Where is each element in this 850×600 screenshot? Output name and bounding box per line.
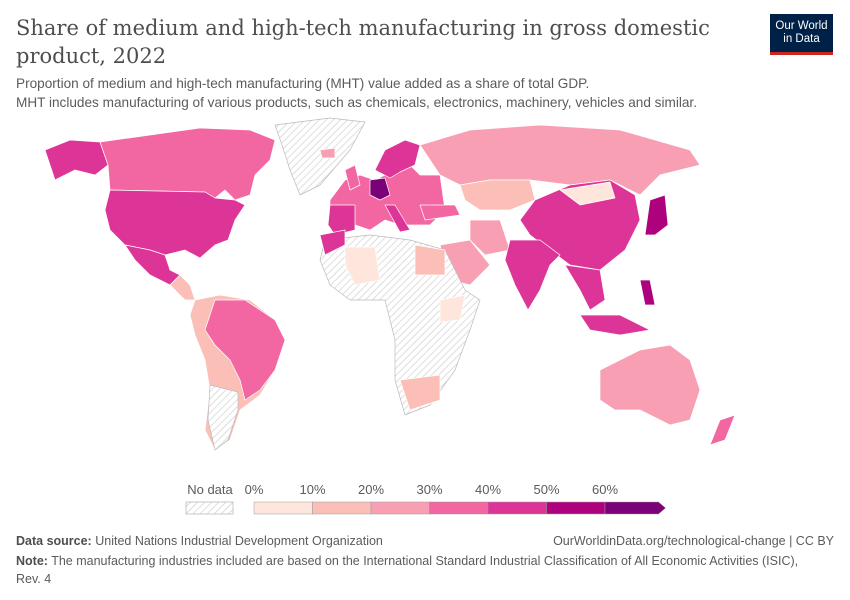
country-kazakhstan[interactable] [459,179,536,211]
legend: No data 0% 10% 20% 30% 40% 50% 60% [0,480,850,520]
legend-bin[interactable] [604,501,666,515]
legend-bin[interactable] [429,501,489,515]
country-central-america[interactable] [169,274,196,301]
country-philippines[interactable] [639,279,656,306]
legend-tick-label: 60% [591,482,619,497]
legend-no-data-label: No data [187,482,233,497]
legend-bin[interactable] [253,501,313,515]
logo-text: Our World [775,20,828,32]
country-east-africa[interactable] [439,294,466,323]
note-label: Note: [16,554,48,568]
source-label: Data source: [16,534,92,548]
legend-tick-label: 30% [416,482,443,497]
legend-bar [185,501,666,515]
legend-no-data-swatch[interactable] [185,501,234,515]
legend-tick-label: 50% [533,482,560,497]
legend-tick-label: 20% [357,482,385,497]
subtitle-line: MHT includes manufacturing of various pr… [16,95,697,110]
owid-logo[interactable]: Our World in Data [770,14,833,55]
world-map[interactable] [0,110,850,470]
country-south-africa[interactable] [399,374,441,411]
footer: Data source: United Nations Industrial D… [16,532,834,586]
country-greenland[interactable] [274,117,366,196]
chart-subtitle: Proportion of medium and high-tech manuf… [16,74,697,112]
country-alaska[interactable] [44,139,109,181]
country-united-kingdom[interactable] [344,164,361,191]
country-argentina[interactable] [207,384,239,451]
legend-tick-label: 10% [299,482,326,497]
country-germany[interactable] [369,177,391,201]
country-turkey[interactable] [419,204,461,221]
country-new-zealand[interactable] [709,414,736,446]
country-mongolia[interactable] [559,181,616,206]
country-india[interactable] [504,239,561,311]
source-text: United Nations Industrial Development Or… [95,534,383,548]
country-japan[interactable] [644,194,669,236]
country-canada[interactable] [99,127,276,201]
logo-text: in Data [783,33,820,45]
legend-bin[interactable] [546,501,606,515]
license-link[interactable]: OurWorldinData.org/technological-change … [553,534,834,548]
country-algeria[interactable] [344,246,381,286]
country-iceland[interactable] [319,147,336,159]
country-scandinavia[interactable] [374,139,421,179]
chart-title: Share of medium and high-tech manufactur… [16,16,710,68]
legend-tick-label: 0% [244,482,264,497]
country-united-states[interactable] [104,189,246,259]
note-text: The manufacturing industries included ar… [16,554,799,586]
country-southeast-asia[interactable] [564,264,606,311]
subtitle-line: Proportion of medium and high-tech manuf… [16,76,590,91]
country-iran[interactable] [469,219,511,256]
legend-bin[interactable] [370,501,430,515]
legend-bin[interactable] [312,501,372,515]
country-morocco[interactable] [319,229,346,256]
country-australia[interactable] [599,344,701,426]
legend-bin[interactable] [487,501,547,515]
country-brazil[interactable] [204,299,286,401]
country-egypt[interactable] [414,244,446,276]
country-malaysia-indonesia[interactable] [579,314,651,336]
legend-tick-label: 40% [474,482,502,497]
country-italy[interactable] [384,204,411,233]
